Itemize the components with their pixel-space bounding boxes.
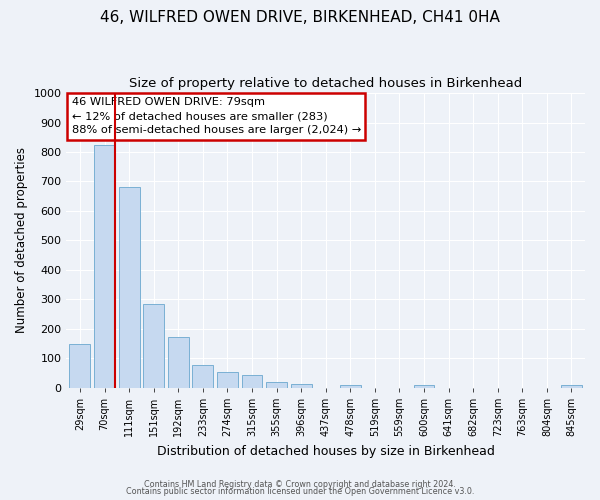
Text: Contains HM Land Registry data © Crown copyright and database right 2024.: Contains HM Land Registry data © Crown c…: [144, 480, 456, 489]
Text: 46, WILFRED OWEN DRIVE, BIRKENHEAD, CH41 0HA: 46, WILFRED OWEN DRIVE, BIRKENHEAD, CH41…: [100, 10, 500, 25]
Bar: [413, 385, 434, 388]
Bar: [193, 365, 213, 388]
Bar: [266, 382, 287, 388]
Title: Size of property relative to detached houses in Birkenhead: Size of property relative to detached ho…: [129, 78, 523, 90]
Bar: [217, 372, 238, 388]
Bar: [290, 384, 311, 388]
X-axis label: Distribution of detached houses by size in Birkenhead: Distribution of detached houses by size …: [157, 444, 494, 458]
Bar: [143, 304, 164, 388]
Bar: [119, 188, 140, 388]
Bar: [340, 385, 361, 388]
Bar: [168, 337, 188, 388]
Bar: [94, 144, 115, 388]
Bar: [242, 376, 262, 388]
Text: Contains public sector information licensed under the Open Government Licence v3: Contains public sector information licen…: [126, 487, 474, 496]
Y-axis label: Number of detached properties: Number of detached properties: [15, 148, 28, 334]
Text: 46 WILFRED OWEN DRIVE: 79sqm
← 12% of detached houses are smaller (283)
88% of s: 46 WILFRED OWEN DRIVE: 79sqm ← 12% of de…: [71, 98, 361, 136]
Bar: [561, 385, 582, 388]
Bar: [70, 344, 91, 388]
